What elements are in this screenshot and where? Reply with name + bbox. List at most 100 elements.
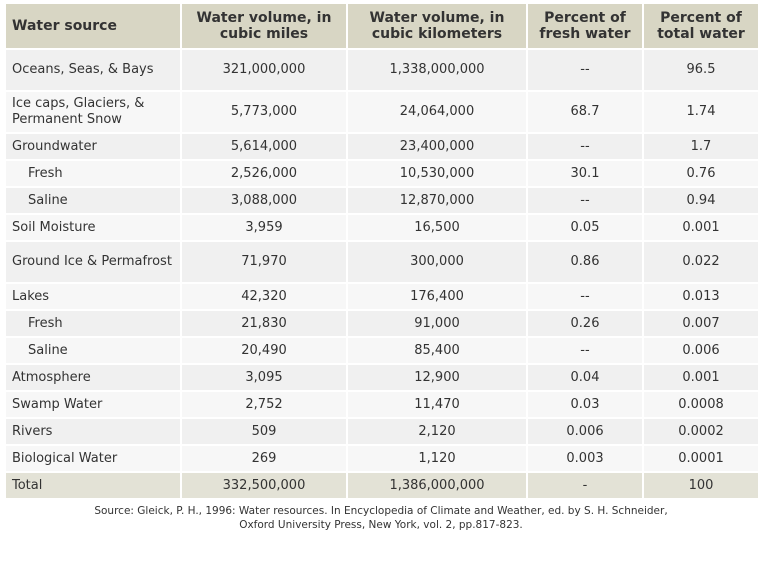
cell: 12,900 [346,363,528,392]
cell: 68.7 [526,90,644,134]
table-row: Biological Water 269 1,120 0.003 0.0001 [4,444,760,473]
table-row: Saline 20,490 85,400 -- 0.006 [4,336,760,365]
cell: 1,338,000,000 [346,48,528,92]
cell: 1.7 [642,132,760,161]
row-label: Soil Moisture [4,213,182,242]
table-row: Soil Moisture 3,959 16,500 0.05 0.001 [4,213,760,242]
table-row: Atmosphere 3,095 12,900 0.04 0.001 [4,363,760,392]
cell: 11,470 [346,390,528,419]
table-row: Fresh 21,830 91,000 0.26 0.007 [4,309,760,338]
cell: 0.007 [642,309,760,338]
total-cell: 1,386,000,000 [346,471,528,500]
cell: 0.0002 [642,417,760,446]
cell: 1,120 [346,444,528,473]
cell: 0.003 [526,444,644,473]
cell: 3,088,000 [180,186,348,215]
row-label: Groundwater [4,132,182,161]
cell: -- [526,282,644,311]
row-label: Ground Ice & Permafrost [4,240,182,284]
cell: 1.74 [642,90,760,134]
row-label: Ice caps, Glaciers, & Permanent Snow [4,90,182,134]
cell: 2,120 [346,417,528,446]
total-cell: - [526,471,644,500]
cell: 3,959 [180,213,348,242]
cell: 16,500 [346,213,528,242]
row-label: Oceans, Seas, & Bays [4,48,182,92]
cell: 0.001 [642,213,760,242]
table-row: Saline 3,088,000 12,870,000 -- 0.94 [4,186,760,215]
cell: 24,064,000 [346,90,528,134]
cell: 0.006 [526,417,644,446]
row-label: Biological Water [4,444,182,473]
cell: 2,526,000 [180,159,348,188]
header-cell: Percent of fresh water [526,2,644,50]
cell: 509 [180,417,348,446]
cell: -- [526,132,644,161]
row-label: Lakes [4,282,182,311]
table-row: Oceans, Seas, & Bays 321,000,000 1,338,000… [4,48,760,92]
cell: 12,870,000 [346,186,528,215]
cell: -- [526,186,644,215]
cell: 85,400 [346,336,528,365]
cell: 23,400,000 [346,132,528,161]
cell: 42,320 [180,282,348,311]
table-row: Lakes 42,320 176,400 -- 0.013 [4,282,760,311]
header-row: Water source Water volume, in cubic miles… [4,2,760,50]
header-cell: Percent of total water [642,2,760,50]
cell: 0.86 [526,240,644,284]
table-container: Water source Water volume, in cubic miles… [4,2,760,532]
cell: 0.03 [526,390,644,419]
total-label: Total [4,471,182,500]
table-row: Fresh 2,526,000 10,530,000 30.1 0.76 [4,159,760,188]
cell: 0.04 [526,363,644,392]
cell: 0.26 [526,309,644,338]
cell: 3,095 [180,363,348,392]
table-row: Groundwater 5,614,000 23,400,000 -- 1.7 [4,132,760,161]
cell: 2,752 [180,390,348,419]
row-label: Swamp Water [4,390,182,419]
header-cell: Water volume, in cubic miles [180,2,348,50]
source-note: Source: Gleick, P. H., 1996: Water resou… [4,504,758,532]
row-label: Saline [4,186,182,215]
cell: 0.022 [642,240,760,284]
cell: 10,530,000 [346,159,528,188]
table-row: Swamp Water 2,752 11,470 0.03 0.0008 [4,390,760,419]
cell: 71,970 [180,240,348,284]
row-label: Atmosphere [4,363,182,392]
cell: 30.1 [526,159,644,188]
cell: 5,773,000 [180,90,348,134]
cell: 0.001 [642,363,760,392]
cell: 269 [180,444,348,473]
cell: 0.94 [642,186,760,215]
cell: 0.0001 [642,444,760,473]
cell: 0.76 [642,159,760,188]
cell: 0.006 [642,336,760,365]
table-row: Ground Ice & Permafrost 71,970 300,000 0.86… [4,240,760,284]
source-line: Source: Gleick, P. H., 1996: Water resou… [94,505,668,517]
cell: -- [526,48,644,92]
cell: 300,000 [346,240,528,284]
total-cell: 100 [642,471,760,500]
cell: 96.5 [642,48,760,92]
cell: 176,400 [346,282,528,311]
row-label: Fresh [4,309,182,338]
header-cell: Water volume, in cubic kilometers [346,2,528,50]
total-cell: 332,500,000 [180,471,348,500]
cell: 0.0008 [642,390,760,419]
source-line: Oxford University Press, New York, vol. … [239,519,523,531]
cell: 91,000 [346,309,528,338]
table-row: Rivers 509 2,120 0.006 0.0002 [4,417,760,446]
water-table: Water source Water volume, in cubic miles… [4,2,760,500]
cell: 20,490 [180,336,348,365]
cell: 21,830 [180,309,348,338]
total-row: Total 332,500,000 1,386,000,000-100 [4,471,760,500]
row-label: Fresh [4,159,182,188]
row-label: Saline [4,336,182,365]
table-row: Ice caps, Glaciers, & Permanent Snow 5,77… [4,90,760,134]
cell: 0.05 [526,213,644,242]
header-cell: Water source [4,2,182,50]
cell: -- [526,336,644,365]
row-label: Rivers [4,417,182,446]
cell: 5,614,000 [180,132,348,161]
